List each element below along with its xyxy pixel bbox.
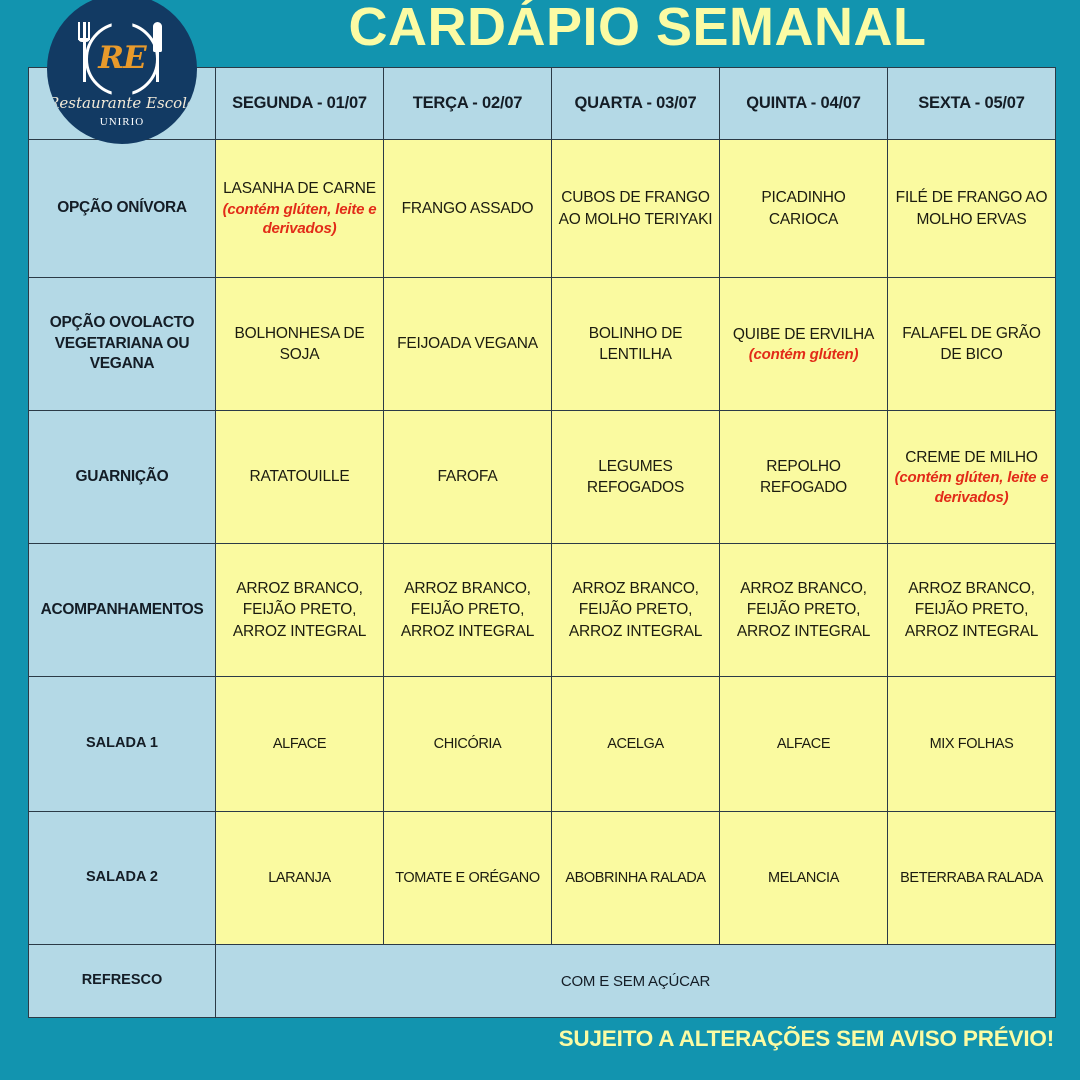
day-header-sexta: SEXTA - 05/07 [887, 67, 1056, 140]
dish-name: ARROZ BRANCO, FEIJÃO PRETO, ARROZ INTEGR… [232, 579, 367, 640]
dish-name: ALFACE [776, 736, 831, 752]
menu-cell: FALAFEL DE GRÃO DE BICO [887, 277, 1056, 411]
menu-cell: PICADINHO CARIOCA [719, 139, 888, 278]
fork-icon [83, 22, 86, 82]
row-label: GUARNIÇÃO [28, 410, 216, 544]
menu-cell: ARROZ BRANCO, FEIJÃO PRETO, ARROZ INTEGR… [383, 543, 552, 677]
fork-tine-icon [78, 22, 80, 40]
dish-name: REPOLHO REFOGADO [759, 457, 848, 496]
dish-name: QUIBE DE ERVILHA [732, 325, 875, 343]
table-row: GUARNIÇÃO RATATOUILLE FAROFA LEGUMES REF… [28, 410, 1056, 544]
knife-handle-icon [156, 50, 159, 82]
dish-name: FILÉ DE FRANGO AO MOLHO ERVAS [895, 189, 1048, 228]
table-row: SALADA 2 LARANJA TOMATE E ORÉGANO ABOBRI… [28, 811, 1056, 945]
menu-cell: FAROFA [383, 410, 552, 544]
day-header-quarta: QUARTA - 03/07 [551, 67, 720, 140]
row-label: REFRESCO [28, 944, 216, 1018]
menu-cell: ARROZ BRANCO, FEIJÃO PRETO, ARROZ INTEGR… [887, 543, 1056, 677]
menu-cell: CUBOS DE FRANGO AO MOLHO TERIYAKI [551, 139, 720, 278]
dish-name: BOLINHO DE LENTILHA [588, 324, 683, 363]
dish-name: ABOBRINHA RALADA [565, 870, 706, 886]
menu-cell: ARROZ BRANCO, FEIJÃO PRETO, ARROZ INTEGR… [551, 543, 720, 677]
menu-cell: CREME DE MILHO (contém glúten, leite e d… [887, 410, 1056, 544]
dish-name: RATATOUILLE [249, 468, 350, 486]
weekly-menu-table: SEGUNDA - 01/07 TERÇA - 02/07 QUARTA - 0… [28, 67, 1056, 1018]
menu-cell: FRANGO ASSADO [383, 139, 552, 278]
menu-cell: MELANCIA [719, 811, 888, 945]
dish-name: FALAFEL DE GRÃO DE BICO [902, 324, 1041, 363]
menu-cell: ARROZ BRANCO, FEIJÃO PRETO, ARROZ INTEGR… [719, 543, 888, 677]
menu-cell: ABOBRINHA RALADA [551, 811, 720, 945]
menu-cell: ALFACE [215, 676, 384, 812]
menu-cell: BOLHONHESA DE SOJA [215, 277, 384, 411]
dish-name: LEGUMES REFOGADOS [586, 457, 685, 496]
refresco-value: COM E SEM AÇÚCAR [215, 944, 1056, 1018]
dish-name: BETERRABA RALADA [900, 870, 1043, 886]
menu-cell: FILÉ DE FRANGO AO MOLHO ERVAS [887, 139, 1056, 278]
table-row: OPÇÃO ONÍVORA LASANHA DE CARNE (contém g… [28, 139, 1056, 278]
menu-cell: ARROZ BRANCO, FEIJÃO PRETO, ARROZ INTEGR… [215, 543, 384, 677]
dish-name: ACELGA [607, 736, 664, 752]
dish-name: LARANJA [268, 870, 331, 886]
row-label: OPÇÃO ONÍVORA [28, 139, 216, 278]
dish-name: ARROZ BRANCO, FEIJÃO PRETO, ARROZ INTEGR… [568, 579, 703, 640]
day-header-terca: TERÇA - 02/07 [383, 67, 552, 140]
dish-name: MELANCIA [768, 870, 839, 886]
menu-cell: LASANHA DE CARNE (contém glúten, leite e… [215, 139, 384, 278]
logo-institution: UNIRIO [99, 116, 145, 128]
menu-cell: RATATOUILLE [215, 410, 384, 544]
logo-wordmark: Restaurante Escola [48, 94, 196, 112]
dish-name: FRANGO ASSADO [401, 199, 534, 217]
dish-name: FAROFA [437, 468, 498, 486]
table-row: ACOMPANHAMENTOS ARROZ BRANCO, FEIJÃO PRE… [28, 543, 1056, 677]
menu-cell: BETERRABA RALADA [887, 811, 1056, 945]
allergen-note: (contém glúten) [748, 345, 859, 363]
dish-name: PICADINHO CARIOCA [761, 189, 846, 228]
disclaimer-note: SUJEITO A ALTERAÇÕES SEM AVISO PRÉVIO! [558, 1026, 1055, 1051]
menu-cell: ACELGA [551, 676, 720, 812]
dish-name: ARROZ BRANCO, FEIJÃO PRETO, ARROZ INTEGR… [736, 579, 871, 640]
dish-name: MIX FOLHAS [929, 736, 1014, 752]
restaurant-logo: RE Restaurante Escola UNIRIO [47, 0, 197, 144]
table-row: OPÇÃO OVOLACTO VEGETARIANA OU VEGANA BOL… [28, 277, 1056, 411]
dish-name: ARROZ BRANCO, FEIJÃO PRETO, ARROZ INTEGR… [400, 579, 535, 640]
dish-name: TOMATE E ORÉGANO [395, 870, 540, 886]
dish-name: BOLHONHESA DE SOJA [234, 324, 365, 363]
dish-name: CREME DE MILHO [905, 448, 1038, 466]
row-label: SALADA 1 [28, 676, 216, 812]
table-row: SALADA 1 ALFACE CHICÓRIA ACELGA ALFACE M… [28, 676, 1056, 812]
dish-name: LASANHA DE CARNE [223, 180, 376, 198]
dish-name: FEIJOADA VEGANA [397, 335, 538, 353]
knife-blade-icon [153, 22, 162, 52]
dish-name: CHICÓRIA [433, 736, 502, 752]
row-label: SALADA 2 [28, 811, 216, 945]
menu-cell: LARANJA [215, 811, 384, 945]
page-title: CARDÁPIO SEMANAL [348, 0, 927, 57]
dish-name: ALFACE [272, 736, 327, 752]
row-label: OPÇÃO OVOLACTO VEGETARIANA OU VEGANA [28, 277, 216, 411]
menu-cell: FEIJOADA VEGANA [383, 277, 552, 411]
menu-cell: TOMATE E ORÉGANO [383, 811, 552, 945]
menu-cell: ALFACE [719, 676, 888, 812]
menu-cell: BOLINHO DE LENTILHA [551, 277, 720, 411]
table-row: REFRESCO COM E SEM AÇÚCAR [28, 944, 1056, 1018]
dish-name: ARROZ BRANCO, FEIJÃO PRETO, ARROZ INTEGR… [904, 579, 1039, 640]
menu-cell: LEGUMES REFOGADOS [551, 410, 720, 544]
menu-cell: QUIBE DE ERVILHA (contém glúten) [719, 277, 888, 411]
menu-cell: MIX FOLHAS [887, 676, 1056, 812]
dish-name: CUBOS DE FRANGO AO MOLHO TERIYAKI [558, 189, 713, 228]
logo-monogram: RE [98, 40, 146, 76]
page-header: CARDÁPIO SEMANAL [0, 0, 1080, 70]
day-header-quinta: QUINTA - 04/07 [719, 67, 888, 140]
allergen-note: (contém glúten, leite e derivados) [894, 469, 1049, 506]
menu-cell: REPOLHO REFOGADO [719, 410, 888, 544]
allergen-note: (contém glúten, leite e derivados) [222, 200, 377, 238]
fork-tine-icon [88, 22, 90, 40]
day-header-segunda: SEGUNDA - 01/07 [215, 67, 384, 140]
menu-cell: CHICÓRIA [383, 676, 552, 812]
row-label: ACOMPANHAMENTOS [28, 543, 216, 677]
